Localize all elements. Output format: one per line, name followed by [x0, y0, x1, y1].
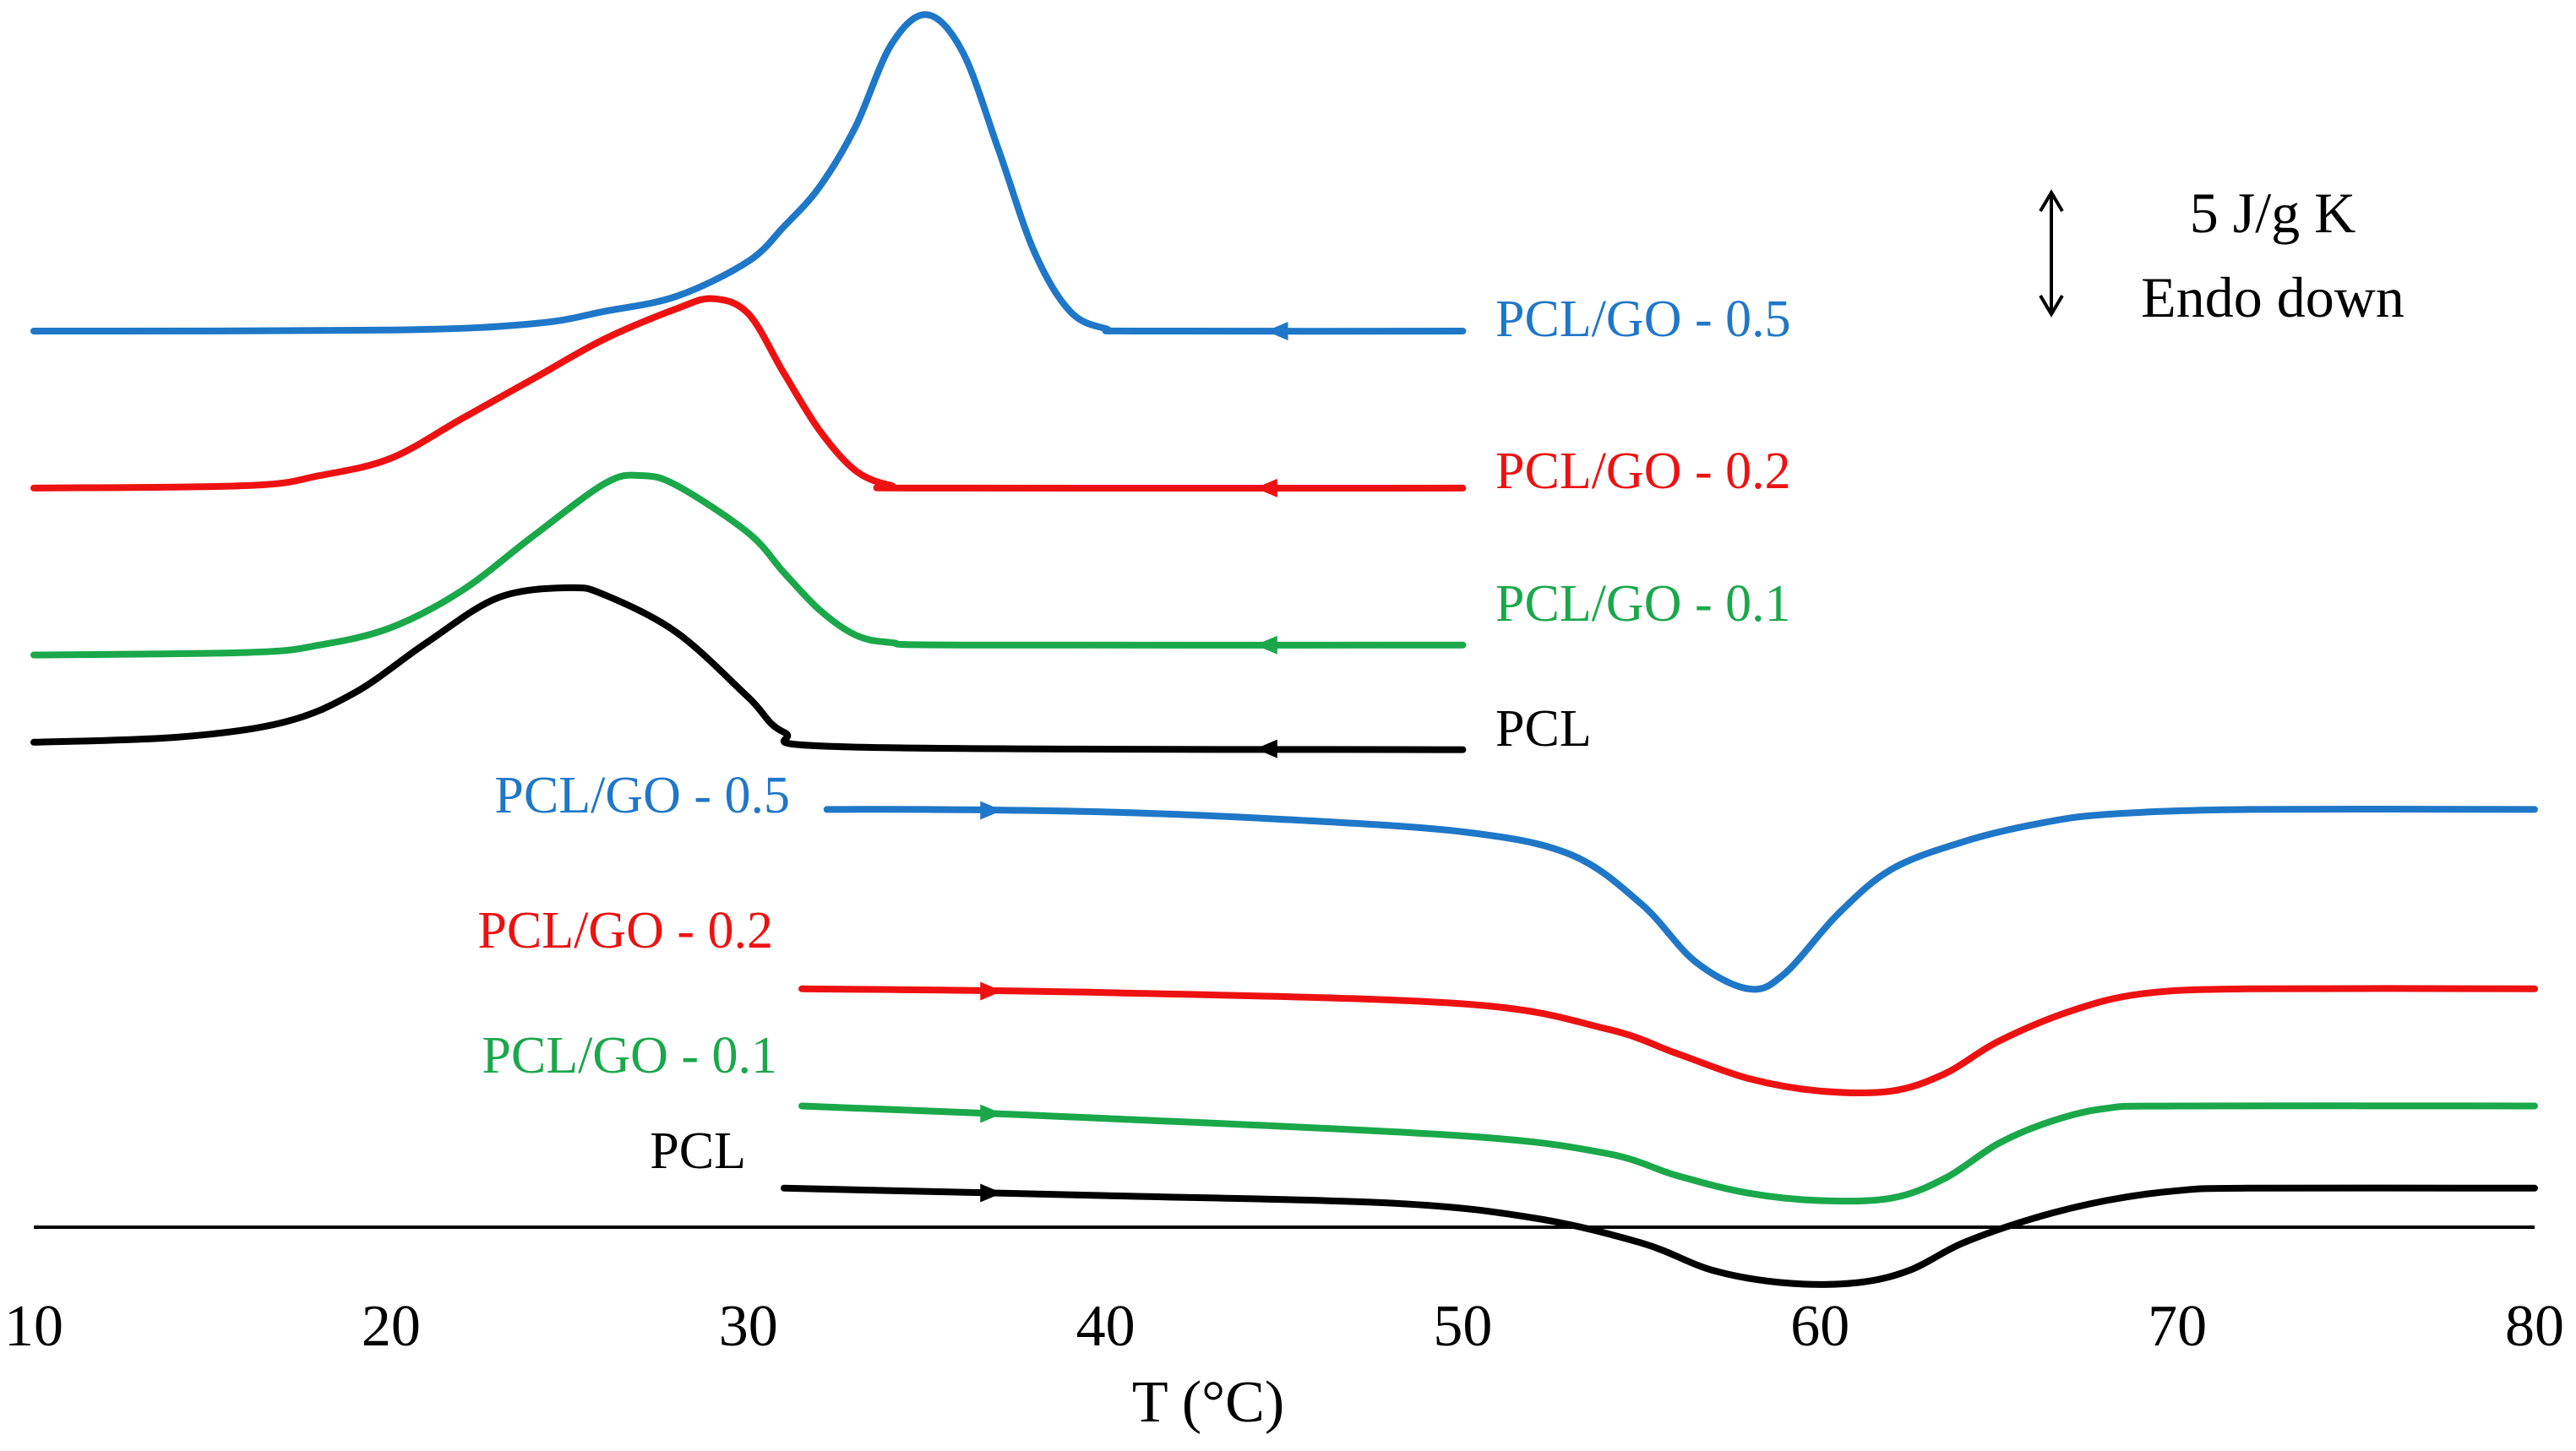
- curve-pcl-go-0-2-heating: [798, 985, 2538, 1096]
- arrow-pcl-go-0-5-heating-icon: [980, 801, 1003, 820]
- scale-magnitude-label: 5 J/g K: [2190, 181, 2355, 245]
- curve-pcl-go-0-2-cooling: [30, 295, 1467, 492]
- label-pcl-heating: PCL: [650, 1122, 746, 1180]
- x-tick-label-80: 80: [2505, 1294, 2564, 1359]
- curve-pcl-cooling: [30, 584, 1467, 753]
- x-tick-label-10: 10: [4, 1294, 63, 1359]
- x-axis-title: T (°C): [1132, 1370, 1284, 1435]
- x-tick-label-60: 60: [1790, 1294, 1849, 1359]
- arrow-pcl-heating-icon: [980, 1183, 1003, 1203]
- label-pcl-go-0-2-cooling: PCL/GO - 0.2: [1495, 443, 1791, 500]
- series-labels: PCL/GO - 0.5 PCL/GO - 0.2 PCL/GO - 0.1 PCL P…: [477, 291, 1790, 1180]
- x-tick-label-30: 30: [719, 1294, 778, 1359]
- scale-arrow-down-icon: [2039, 294, 2064, 318]
- arrow-pcl-go-0-5-cooling-icon: [1266, 322, 1288, 340]
- arrow-pcl-go-0-2-heating-icon: [980, 981, 1003, 1001]
- arrow-pcl-go-0-1-heating-icon: [980, 1104, 1003, 1123]
- direction-arrows: [980, 322, 1288, 1203]
- x-tick-label-20: 20: [362, 1294, 421, 1359]
- arrow-pcl-go-0-2-cooling-icon: [1255, 478, 1277, 497]
- curve-pcl-heating: [781, 1184, 2538, 1288]
- x-tick-label-70: 70: [2148, 1294, 2207, 1359]
- scale-direction-label: Endo down: [2141, 265, 2404, 329]
- curve-pcl-go-0-1-cooling: [30, 471, 1467, 659]
- scale-annotation: 5 J/g K Endo down: [2039, 181, 2404, 329]
- label-pcl-cooling: PCL: [1495, 700, 1592, 758]
- label-pcl-go-0-5-cooling: PCL/GO - 0.5: [1495, 291, 1791, 348]
- label-pcl-go-0-1-heating: PCL/GO - 0.1: [482, 1027, 777, 1084]
- x-tick-labels: 10 20 30 40 50 60 70 80: [4, 1294, 2564, 1359]
- x-tick-label-40: 40: [1076, 1294, 1136, 1359]
- curve-pcl-go-0-5-heating: [823, 805, 2538, 993]
- label-pcl-go-0-2-heating: PCL/GO - 0.2: [477, 902, 773, 959]
- scale-arrow-up-icon: [2039, 189, 2064, 213]
- curves-group: [30, 11, 2538, 1288]
- curve-pcl-go-0-5-cooling: [30, 11, 1467, 335]
- label-pcl-go-0-1-cooling: PCL/GO - 0.1: [1495, 575, 1791, 633]
- arrow-pcl-go-0-1-cooling-icon: [1255, 635, 1277, 655]
- x-tick-label-50: 50: [1433, 1294, 1492, 1359]
- curve-pcl-go-0-1-heating: [798, 1102, 2538, 1205]
- arrow-pcl-cooling-icon: [1255, 739, 1277, 758]
- label-pcl-go-0-5-heating: PCL/GO - 0.5: [494, 767, 790, 824]
